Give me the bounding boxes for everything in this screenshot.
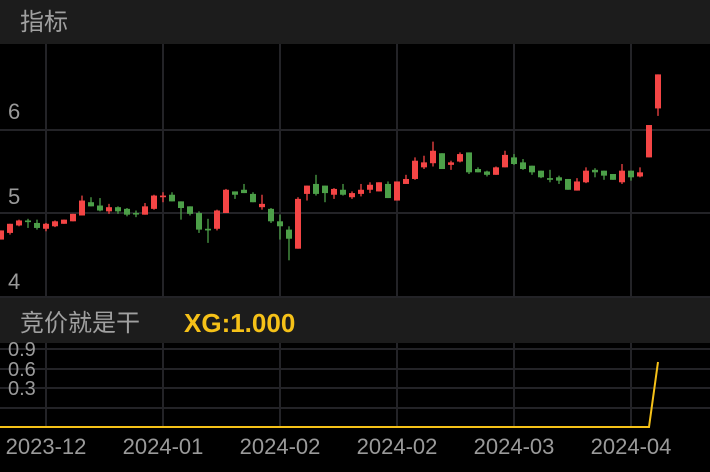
candle-body: [637, 172, 643, 177]
x-tick-label: 2024-02: [239, 434, 321, 459]
candle-body: [142, 206, 148, 215]
candle-body: [295, 198, 301, 249]
x-tick-label: 2024-02: [356, 434, 438, 459]
y-tick-label: 0.9: [8, 339, 36, 361]
candle-body: [259, 203, 265, 208]
candle-body: [583, 170, 589, 183]
candle-body: [547, 178, 553, 180]
candle-body: [394, 181, 400, 201]
x-tick-label: 2024-03: [473, 434, 555, 459]
candle-body: [223, 189, 229, 213]
candle-body: [565, 178, 571, 190]
x-tick-label: 2024-04: [590, 434, 672, 459]
candle-body: [160, 195, 166, 198]
indicator-name: 竞价就是干: [20, 309, 140, 337]
candle-body: [358, 189, 364, 194]
indicator-panel-header: 竞价就是干 XG:1.000: [0, 298, 710, 343]
candle-body: [133, 213, 139, 215]
y-tick-label: 0.6: [8, 359, 36, 381]
candle-body: [43, 223, 49, 229]
candle-body: [493, 167, 499, 175]
candle-body: [16, 220, 22, 226]
candle-body: [214, 210, 220, 229]
candle-body: [475, 169, 481, 173]
candle-body: [250, 193, 256, 203]
indicator-value: XG:1.000: [184, 308, 296, 338]
candle-body: [412, 160, 418, 179]
candle-body: [151, 195, 157, 209]
candle-body: [592, 169, 598, 173]
candle-body: [313, 183, 319, 194]
candle-body: [574, 181, 580, 191]
candle-body: [322, 185, 328, 194]
candle-body: [349, 193, 355, 198]
candle-body: [421, 162, 427, 168]
header-title: 指标: [20, 8, 68, 36]
x-tick-label: 2023-12: [5, 434, 87, 459]
candle-body: [169, 194, 175, 202]
candle-body: [178, 201, 184, 209]
candle-body: [502, 154, 508, 168]
candle-body: [232, 191, 238, 195]
candle-body: [619, 170, 625, 183]
candle-body: [34, 222, 40, 228]
y-tick-label: 0.3: [8, 378, 36, 400]
candle-body: [124, 208, 130, 215]
candle-body: [466, 152, 472, 173]
candle-body: [196, 213, 202, 230]
candle-body: [241, 189, 247, 194]
candle-body: [484, 171, 490, 175]
candle-body: [52, 221, 58, 227]
candle-body: [439, 153, 445, 170]
candle-body: [205, 228, 211, 231]
candle-body: [331, 188, 337, 195]
candle-body: [601, 170, 607, 176]
xg-line: [0, 361, 659, 428]
candle-body: [646, 125, 652, 158]
candle-body: [367, 184, 373, 190]
candle-body: [88, 202, 94, 207]
candle-body: [79, 200, 85, 216]
candle-body: [340, 189, 346, 195]
candle-body: [25, 220, 31, 223]
candle-body: [61, 219, 67, 224]
candle-body: [457, 154, 463, 162]
candle-body: [556, 177, 562, 181]
candle-body: [97, 205, 103, 211]
y-tick-label: 4: [8, 269, 21, 294]
candle-body: [511, 157, 517, 165]
indicator-header: 指标: [0, 0, 710, 44]
candle-body: [448, 162, 454, 165]
candle-body: [70, 213, 76, 222]
candle-body: [520, 162, 526, 170]
x-tick-label: 2024-01: [122, 434, 204, 459]
y-tick-label: 6: [8, 99, 21, 124]
candle-body: [655, 74, 661, 109]
candle-body: [106, 207, 112, 212]
candle-body: [376, 182, 382, 192]
candle-body: [187, 206, 193, 214]
candle-body: [304, 185, 310, 194]
candle-body: [628, 170, 634, 178]
candle-body: [268, 208, 274, 222]
candle-body: [7, 223, 13, 233]
candle-body: [403, 178, 409, 184]
candle-body: [385, 183, 391, 199]
candle-body: [538, 170, 544, 178]
candle-body: [610, 173, 616, 180]
candle-body: [430, 150, 436, 164]
candle-body: [529, 165, 535, 173]
candle-body: [277, 221, 283, 227]
y-tick-label: 5: [8, 184, 21, 209]
candle-body: [286, 229, 292, 239]
candle-body: [115, 207, 121, 212]
candle-body: [0, 230, 4, 240]
